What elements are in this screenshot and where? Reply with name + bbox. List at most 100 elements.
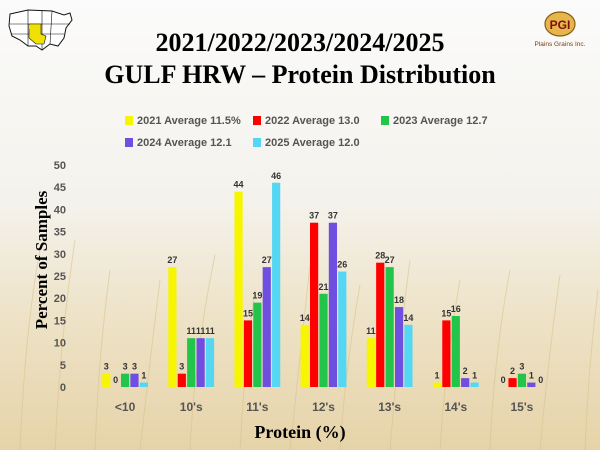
- bar-4-1: [376, 262, 385, 387]
- bar-2-3: [262, 267, 271, 387]
- bar-5-1: [442, 320, 451, 387]
- bar-5-0: [432, 382, 442, 387]
- bar-value-label: 0: [113, 375, 118, 385]
- bar-value-label: 37: [309, 211, 319, 221]
- x-tick-label: 12's: [312, 400, 335, 414]
- bar-value-label: 16: [451, 304, 461, 314]
- bar-value-label: 3: [123, 362, 128, 372]
- bar-value-label: 14: [300, 313, 310, 323]
- y-tick-label: 35: [54, 227, 66, 239]
- bar-value-label: 46: [271, 171, 281, 181]
- x-tick-label: 15's: [510, 400, 533, 414]
- us-map-icon: [8, 9, 73, 51]
- bar-value-label: 11: [186, 326, 196, 336]
- bar-1-1: [177, 373, 186, 387]
- bar-3-2: [319, 293, 328, 387]
- bar-value-label: 2: [510, 366, 515, 376]
- bar-value-label: 27: [262, 255, 272, 265]
- bar-value-label: 11: [366, 326, 376, 336]
- y-tick-label: 20: [54, 293, 66, 305]
- y-tick-label: 10: [54, 338, 66, 350]
- y-tick-label: 15: [54, 315, 66, 327]
- bar-value-label: 0: [538, 375, 543, 385]
- bar-6-2: [517, 373, 527, 387]
- legend-swatch-1: [253, 116, 261, 125]
- legend-swatch-3: [125, 138, 133, 147]
- bar-value-label: 11: [196, 326, 206, 336]
- bar-5-2: [451, 315, 460, 387]
- bar-1-3: [196, 338, 205, 387]
- bar-value-label: 19: [252, 291, 262, 301]
- bar-2-0: [234, 191, 243, 387]
- bar-value-label: 14: [403, 313, 413, 323]
- bar-value-label: 3: [519, 362, 524, 372]
- x-tick-label: 13's: [378, 400, 401, 414]
- y-tick-label: 25: [54, 271, 66, 283]
- bar-value-label: 3: [104, 362, 109, 372]
- x-tick-label: 11's: [246, 400, 269, 414]
- bar-4-2: [385, 267, 394, 387]
- bar-3-3: [328, 222, 337, 387]
- bar-value-label: 44: [234, 180, 244, 190]
- bar-0-2: [120, 373, 130, 387]
- bar-6-3: [527, 382, 536, 387]
- y-tick-label: 5: [60, 360, 66, 372]
- svg-text:PGI: PGI: [550, 18, 571, 32]
- legend-swatch-4: [253, 138, 261, 147]
- bar-1-2: [187, 338, 196, 387]
- bar-value-label: 0: [501, 375, 506, 385]
- bar-value-label: 3: [179, 362, 184, 372]
- legend-swatch-0: [125, 116, 133, 125]
- bar-0-0: [102, 373, 111, 387]
- legend-label-4: 2025 Average 12.0: [265, 137, 360, 149]
- x-axis-title: Protein (%): [254, 422, 345, 443]
- y-tick-label: 0: [60, 382, 66, 394]
- bar-4-4: [404, 324, 413, 387]
- bar-value-label: 1: [141, 371, 146, 381]
- bar-0-4: [139, 382, 148, 387]
- bar-1-0: [168, 267, 177, 387]
- bar-value-label: 26: [337, 260, 347, 270]
- bar-value-label: 1: [472, 371, 477, 381]
- svg-text:Plains Grains Inc.: Plains Grains Inc.: [535, 41, 586, 48]
- bar-value-label: 1: [529, 371, 534, 381]
- pgi-logo: PGI Plains Grains Inc.: [535, 11, 586, 48]
- bar-2-1: [243, 320, 253, 387]
- bar-value-label: 2: [463, 366, 468, 376]
- bar-value-label: 27: [385, 255, 395, 265]
- x-tick-label: 14's: [444, 400, 467, 414]
- bar-5-3: [461, 378, 470, 387]
- bar-4-0: [366, 338, 375, 387]
- bar-value-label: 27: [167, 255, 177, 265]
- y-tick-label: 50: [54, 160, 66, 172]
- chart-title-years: 2021/2022/2023/2024/2025: [155, 28, 445, 57]
- bar-2-4: [272, 182, 281, 387]
- bar-4-3: [394, 307, 404, 387]
- bar-3-1: [310, 222, 319, 387]
- bar-3-4: [338, 271, 347, 387]
- y-axis-title: Percent of Samples: [32, 190, 51, 329]
- bar-value-label: 11: [205, 326, 215, 336]
- bar-0-3: [130, 373, 139, 387]
- bar-value-label: 3: [132, 362, 137, 372]
- bar-value-label: 18: [394, 295, 404, 305]
- legend-label-0: 2021 Average 11.5%: [137, 115, 241, 127]
- bar-value-label: 1: [434, 371, 439, 381]
- y-tick-label: 45: [54, 182, 66, 194]
- y-tick-label: 40: [54, 204, 66, 216]
- bar-value-label: 15: [243, 308, 253, 318]
- legend-label-1: 2022 Average 13.0: [265, 115, 360, 127]
- bar-1-4: [205, 338, 215, 387]
- bar-value-label: 37: [328, 211, 338, 221]
- bar-2-2: [253, 302, 262, 387]
- bar-5-4: [470, 382, 479, 387]
- bar-value-label: 15: [441, 308, 451, 318]
- y-tick-label: 30: [54, 249, 66, 261]
- bar-value-label: 28: [375, 251, 385, 261]
- bar-value-label: 21: [318, 282, 328, 292]
- chart-title-main: GULF HRW – Protein Distribution: [104, 60, 496, 89]
- bar-3-0: [300, 324, 309, 387]
- bar-6-1: [508, 378, 517, 387]
- legend-label-3: 2024 Average 12.1: [137, 137, 232, 149]
